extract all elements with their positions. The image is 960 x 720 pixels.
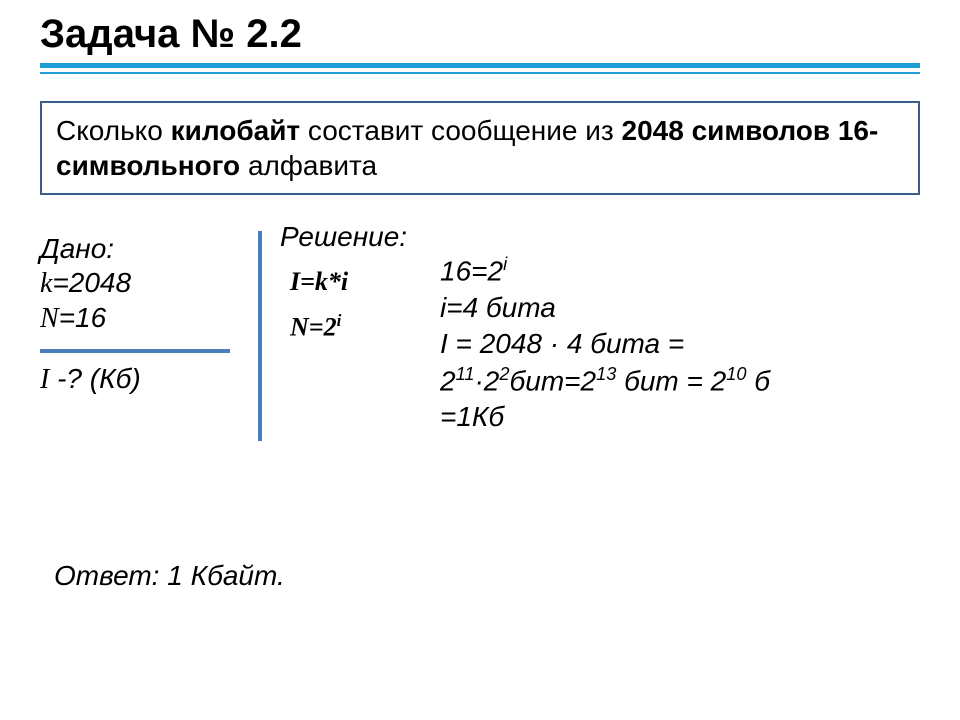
formula-2-base: N=2 xyxy=(290,313,337,342)
given-n-var: N xyxy=(40,303,59,334)
calc-l1-a: 16=2 xyxy=(440,255,503,286)
given-i-tail: -? (Кб) xyxy=(49,363,140,394)
solution-label: Решение: xyxy=(280,221,440,253)
formula-1: I=k*i xyxy=(290,267,440,297)
slide: Задача № 2.2 Сколько килобайт составит с… xyxy=(0,0,960,720)
given-k-var: k xyxy=(40,268,52,299)
calc-l4-b: ·2 xyxy=(474,365,499,396)
title-underline xyxy=(40,63,920,77)
given-n-val: =16 xyxy=(59,302,107,333)
calc-line-3: I = 2048 · 4 бита = xyxy=(440,326,920,362)
solution-calc: 16=2i i=4 бита I = 2048 · 4 бита = 211·2… xyxy=(440,221,920,436)
calc-l4-a: 2 xyxy=(440,365,456,396)
calc-l4-s4: 10 xyxy=(726,364,746,384)
formula-2-sup: i xyxy=(337,311,342,330)
calc-line-1: 16=2i xyxy=(440,253,920,290)
given-k-val: =2048 xyxy=(52,267,131,298)
calc-l4-s3: 13 xyxy=(596,364,616,384)
problem-text-mid: составит сообщение из xyxy=(300,115,621,146)
solution-block: Решение: I=k*i N=2i 16=2i i=4 бита I = 2… xyxy=(280,221,920,436)
problem-statement: Сколько килобайт составит сообщение из 2… xyxy=(40,101,920,195)
calc-line-4: 211·22бит=213 бит = 210 б xyxy=(440,363,920,400)
problem-text-post: алфавита xyxy=(240,150,377,181)
calc-l4-d: бит = 2 xyxy=(616,365,726,396)
calc-l1-sup: i xyxy=(503,254,507,274)
formula-2: N=2i xyxy=(290,311,440,343)
problem-text-pre: Сколько xyxy=(56,115,171,146)
given-find: I -? (Кб) xyxy=(40,363,250,396)
given-divider xyxy=(40,349,230,353)
calc-l4-c: бит=2 xyxy=(510,365,597,396)
solution-formulas: Решение: I=k*i N=2i xyxy=(280,221,440,357)
calc-l4-s1: 11 xyxy=(456,364,475,384)
problem-bold-1: килобайт xyxy=(171,115,301,146)
calc-l4-s2: 2 xyxy=(499,364,509,384)
given-block: Дано: k=2048 N=16 I -? (Кб) xyxy=(40,221,250,398)
page-title: Задача № 2.2 xyxy=(40,12,920,57)
given-label: Дано: xyxy=(40,233,250,265)
given-i-var: I xyxy=(40,364,49,395)
calc-l4-e: б xyxy=(746,365,770,396)
calc-line-5: =1Кб xyxy=(440,399,920,435)
body-region: Дано: k=2048 N=16 I -? (Кб) Решение: I=k… xyxy=(40,221,920,441)
vertical-divider xyxy=(258,231,262,441)
given-n: N=16 xyxy=(40,302,250,335)
calc-line-2: i=4 бита xyxy=(440,290,920,326)
answer: Ответ: 1 Кбайт. xyxy=(54,560,285,592)
given-k: k=2048 xyxy=(40,267,250,300)
